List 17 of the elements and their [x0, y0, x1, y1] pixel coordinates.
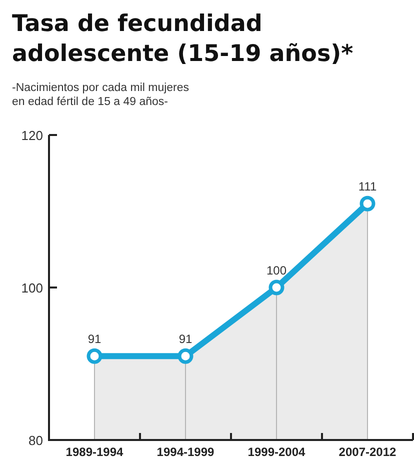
point: [178, 348, 194, 364]
chart-title: Tasa de fecundidad adolescente (15-19 años)*: [12, 11, 354, 67]
data-label: 91: [88, 332, 102, 346]
x-tick-label: 1994-1999: [156, 445, 215, 459]
x-tick-label: 1999-2004: [248, 445, 306, 459]
point: [268, 280, 284, 296]
data-label: 111: [358, 180, 377, 194]
y-tick-label: 80: [28, 433, 43, 448]
point: [86, 348, 102, 364]
point: [360, 196, 376, 212]
data-label: 100: [266, 264, 287, 278]
y-tick-label: 120: [21, 128, 43, 143]
x-tick-label: 1989-1994: [66, 445, 124, 459]
y-tick-label: 100: [21, 280, 43, 296]
x-tick-label: 2007-2012: [338, 445, 397, 459]
data-label: 91: [178, 332, 192, 346]
chart-subtitle: -Nacimientos por cada mil mujeres en edad fértil de 15 a 49 años-: [12, 82, 190, 108]
